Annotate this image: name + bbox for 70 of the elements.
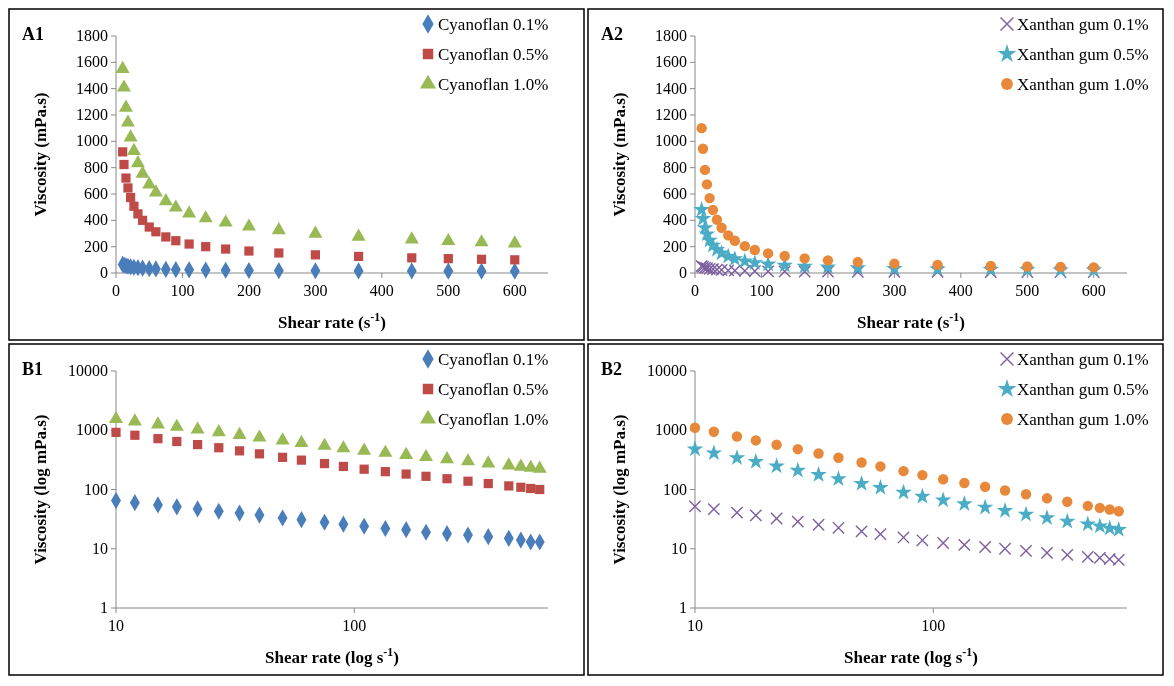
x-tick-label: 200 <box>236 282 261 299</box>
y-axis-title: Viscosity (log mPa.s) <box>31 414 50 565</box>
y-tick-label: 1000 <box>655 421 687 439</box>
legend-label: Xanthan gum 0.1% <box>1017 350 1149 369</box>
chart-title: B1 <box>22 359 44 379</box>
x-tick-label: 500 <box>436 282 461 299</box>
y-tick-label: 1000 <box>76 421 108 439</box>
x-tick-label: 100 <box>749 282 774 299</box>
x-tick-label: 500 <box>1015 282 1040 299</box>
y-tick-label: 200 <box>84 237 108 255</box>
x-tick-label: 0 <box>691 282 699 299</box>
y-tick-label: 600 <box>663 185 687 202</box>
y-tick-label: 1600 <box>655 53 687 71</box>
legend-label: Cyanoflan 0.5% <box>438 380 549 399</box>
y-tick-label: 10 <box>92 539 108 557</box>
y-tick-label: 100 <box>663 480 687 498</box>
y-tick-label: 1000 <box>76 132 108 150</box>
legend-label: Cyanoflan 1.0% <box>438 410 549 429</box>
legend-label: Xanthan gum 0.1% <box>1017 15 1149 34</box>
y-tick-label: 0 <box>100 264 108 281</box>
legend-label: Xanthan gum 1.0% <box>1017 75 1149 94</box>
chart-title: A1 <box>22 24 44 44</box>
y-tick-label: 0 <box>679 264 687 281</box>
y-tick-label: 10000 <box>68 362 108 379</box>
y-tick-label: 400 <box>84 211 108 229</box>
y-tick-label: 400 <box>663 211 687 229</box>
legend-label: Xanthan gum 0.5% <box>1017 380 1149 399</box>
x-axis-title: Shear rate (s$^{-1}$) <box>278 310 386 332</box>
y-tick-label: 100 <box>84 480 108 498</box>
x-tick-label: 200 <box>815 282 840 299</box>
x-tick-label: 400 <box>948 282 973 299</box>
x-axis-title: Shear rate (log s$^{-1}$) <box>265 645 399 667</box>
y-tick-label: 10000 <box>647 362 687 379</box>
y-tick-label: 1400 <box>655 79 687 97</box>
x-axis-title: Shear rate (log s$^{-1}$) <box>844 645 978 667</box>
x-tick-label: 100 <box>921 617 946 634</box>
y-tick-label: 1400 <box>76 79 108 97</box>
x-tick-label: 400 <box>369 282 394 299</box>
legend-label: Cyanoflan 0.1% <box>438 350 549 369</box>
x-tick-label: 100 <box>342 617 367 634</box>
y-tick-label: 1200 <box>76 106 108 123</box>
y-axis-title: Viscosity (mPa.s) <box>610 92 629 217</box>
y-axis-title: Viscosity (log mPa.s) <box>610 414 629 565</box>
y-tick-label: 1 <box>100 599 108 616</box>
x-tick-label: 600 <box>502 282 527 299</box>
legend-label: Xanthan gum 1.0% <box>1017 410 1149 429</box>
y-tick-label: 1800 <box>76 27 108 44</box>
legend-label: Xanthan gum 0.5% <box>1017 45 1149 64</box>
y-tick-label: 200 <box>663 237 687 255</box>
legend-label: Cyanoflan 0.1% <box>438 15 549 34</box>
legend-label: Cyanoflan 1.0% <box>438 75 549 94</box>
chart-title: A2 <box>601 24 623 44</box>
legend-label: Cyanoflan 0.5% <box>438 45 549 64</box>
x-tick-label: 0 <box>112 282 120 299</box>
y-tick-label: 1600 <box>76 53 108 71</box>
y-axis-title: Viscosity (mPa.s) <box>31 92 50 217</box>
y-tick-label: 1 <box>679 599 687 616</box>
y-tick-label: 800 <box>663 158 687 176</box>
y-tick-label: 800 <box>84 158 108 176</box>
x-tick-label: 300 <box>882 282 907 299</box>
y-tick-label: 1200 <box>655 106 687 123</box>
y-tick-label: 1800 <box>655 27 687 44</box>
y-tick-label: 600 <box>84 185 108 202</box>
x-tick-label: 300 <box>303 282 328 299</box>
chart-title: B2 <box>601 359 623 379</box>
x-tick-label: 100 <box>170 282 195 299</box>
x-axis-title: Shear rate (s$^{-1}$) <box>857 310 965 332</box>
y-tick-label: 1000 <box>655 132 687 150</box>
y-tick-label: 10 <box>671 539 687 557</box>
x-tick-label: 600 <box>1081 282 1106 299</box>
